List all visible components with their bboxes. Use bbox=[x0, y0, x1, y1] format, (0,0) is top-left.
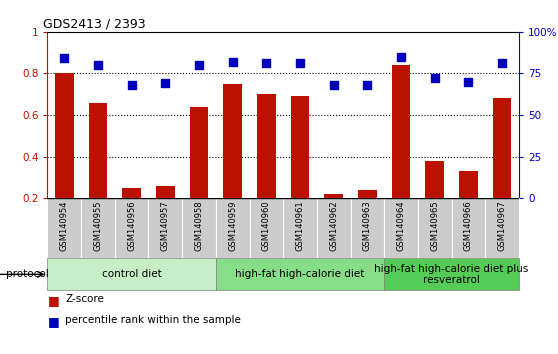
Text: percentile rank within the sample: percentile rank within the sample bbox=[65, 315, 241, 325]
Point bbox=[363, 82, 372, 88]
Bar bbox=[358, 190, 377, 198]
Text: GSM140963: GSM140963 bbox=[363, 200, 372, 251]
Bar bbox=[384, 198, 418, 258]
Bar bbox=[47, 258, 216, 290]
Point bbox=[296, 61, 305, 66]
Text: high-fat high-calorie diet: high-fat high-calorie diet bbox=[235, 269, 365, 279]
Bar bbox=[317, 198, 350, 258]
Bar bbox=[156, 186, 175, 198]
Point bbox=[430, 76, 439, 81]
Bar bbox=[148, 198, 182, 258]
Bar bbox=[115, 198, 148, 258]
Bar bbox=[426, 161, 444, 198]
Bar bbox=[249, 198, 283, 258]
Bar bbox=[257, 94, 276, 198]
Text: GSM140959: GSM140959 bbox=[228, 200, 237, 251]
Point bbox=[498, 61, 507, 66]
Text: GDS2413 / 2393: GDS2413 / 2393 bbox=[43, 18, 145, 31]
Text: GSM140960: GSM140960 bbox=[262, 200, 271, 251]
Text: GSM140957: GSM140957 bbox=[161, 200, 170, 251]
Bar bbox=[350, 198, 384, 258]
Bar bbox=[223, 84, 242, 198]
Point bbox=[228, 59, 237, 65]
Text: GSM140964: GSM140964 bbox=[397, 200, 406, 251]
Bar bbox=[122, 188, 141, 198]
Bar bbox=[47, 198, 81, 258]
Text: ■: ■ bbox=[47, 315, 59, 328]
Bar bbox=[55, 73, 74, 198]
Point bbox=[60, 56, 69, 61]
Point bbox=[397, 54, 406, 59]
Point bbox=[464, 79, 473, 85]
Bar bbox=[384, 258, 519, 290]
Bar bbox=[418, 198, 451, 258]
Text: GSM140954: GSM140954 bbox=[60, 200, 69, 251]
Point bbox=[195, 62, 204, 68]
Point bbox=[262, 61, 271, 66]
Bar bbox=[89, 103, 107, 198]
Text: GSM140962: GSM140962 bbox=[329, 200, 338, 251]
Text: GSM140961: GSM140961 bbox=[296, 200, 305, 251]
Bar bbox=[459, 171, 478, 198]
Bar bbox=[283, 198, 317, 258]
Bar bbox=[493, 98, 511, 198]
Bar bbox=[81, 198, 115, 258]
Point bbox=[329, 82, 338, 88]
Bar bbox=[216, 198, 249, 258]
Bar bbox=[485, 198, 519, 258]
Text: protocol: protocol bbox=[6, 269, 49, 279]
Text: GSM140956: GSM140956 bbox=[127, 200, 136, 251]
Text: Z-score: Z-score bbox=[65, 294, 104, 304]
Bar bbox=[216, 258, 384, 290]
Bar bbox=[392, 65, 410, 198]
Text: GSM140958: GSM140958 bbox=[195, 200, 204, 251]
Text: GSM140967: GSM140967 bbox=[498, 200, 507, 251]
Bar bbox=[291, 96, 309, 198]
Bar bbox=[451, 198, 485, 258]
Text: GSM140966: GSM140966 bbox=[464, 200, 473, 251]
Text: GSM140965: GSM140965 bbox=[430, 200, 439, 251]
Point bbox=[161, 81, 170, 86]
Text: high-fat high-calorie diet plus
resveratrol: high-fat high-calorie diet plus resverat… bbox=[374, 263, 529, 285]
Bar bbox=[182, 198, 216, 258]
Point bbox=[94, 62, 103, 68]
Bar bbox=[190, 107, 208, 198]
Point bbox=[127, 82, 136, 88]
Bar bbox=[324, 194, 343, 198]
Text: ■: ■ bbox=[47, 294, 59, 307]
Text: GSM140955: GSM140955 bbox=[93, 200, 103, 251]
Text: control diet: control diet bbox=[102, 269, 161, 279]
